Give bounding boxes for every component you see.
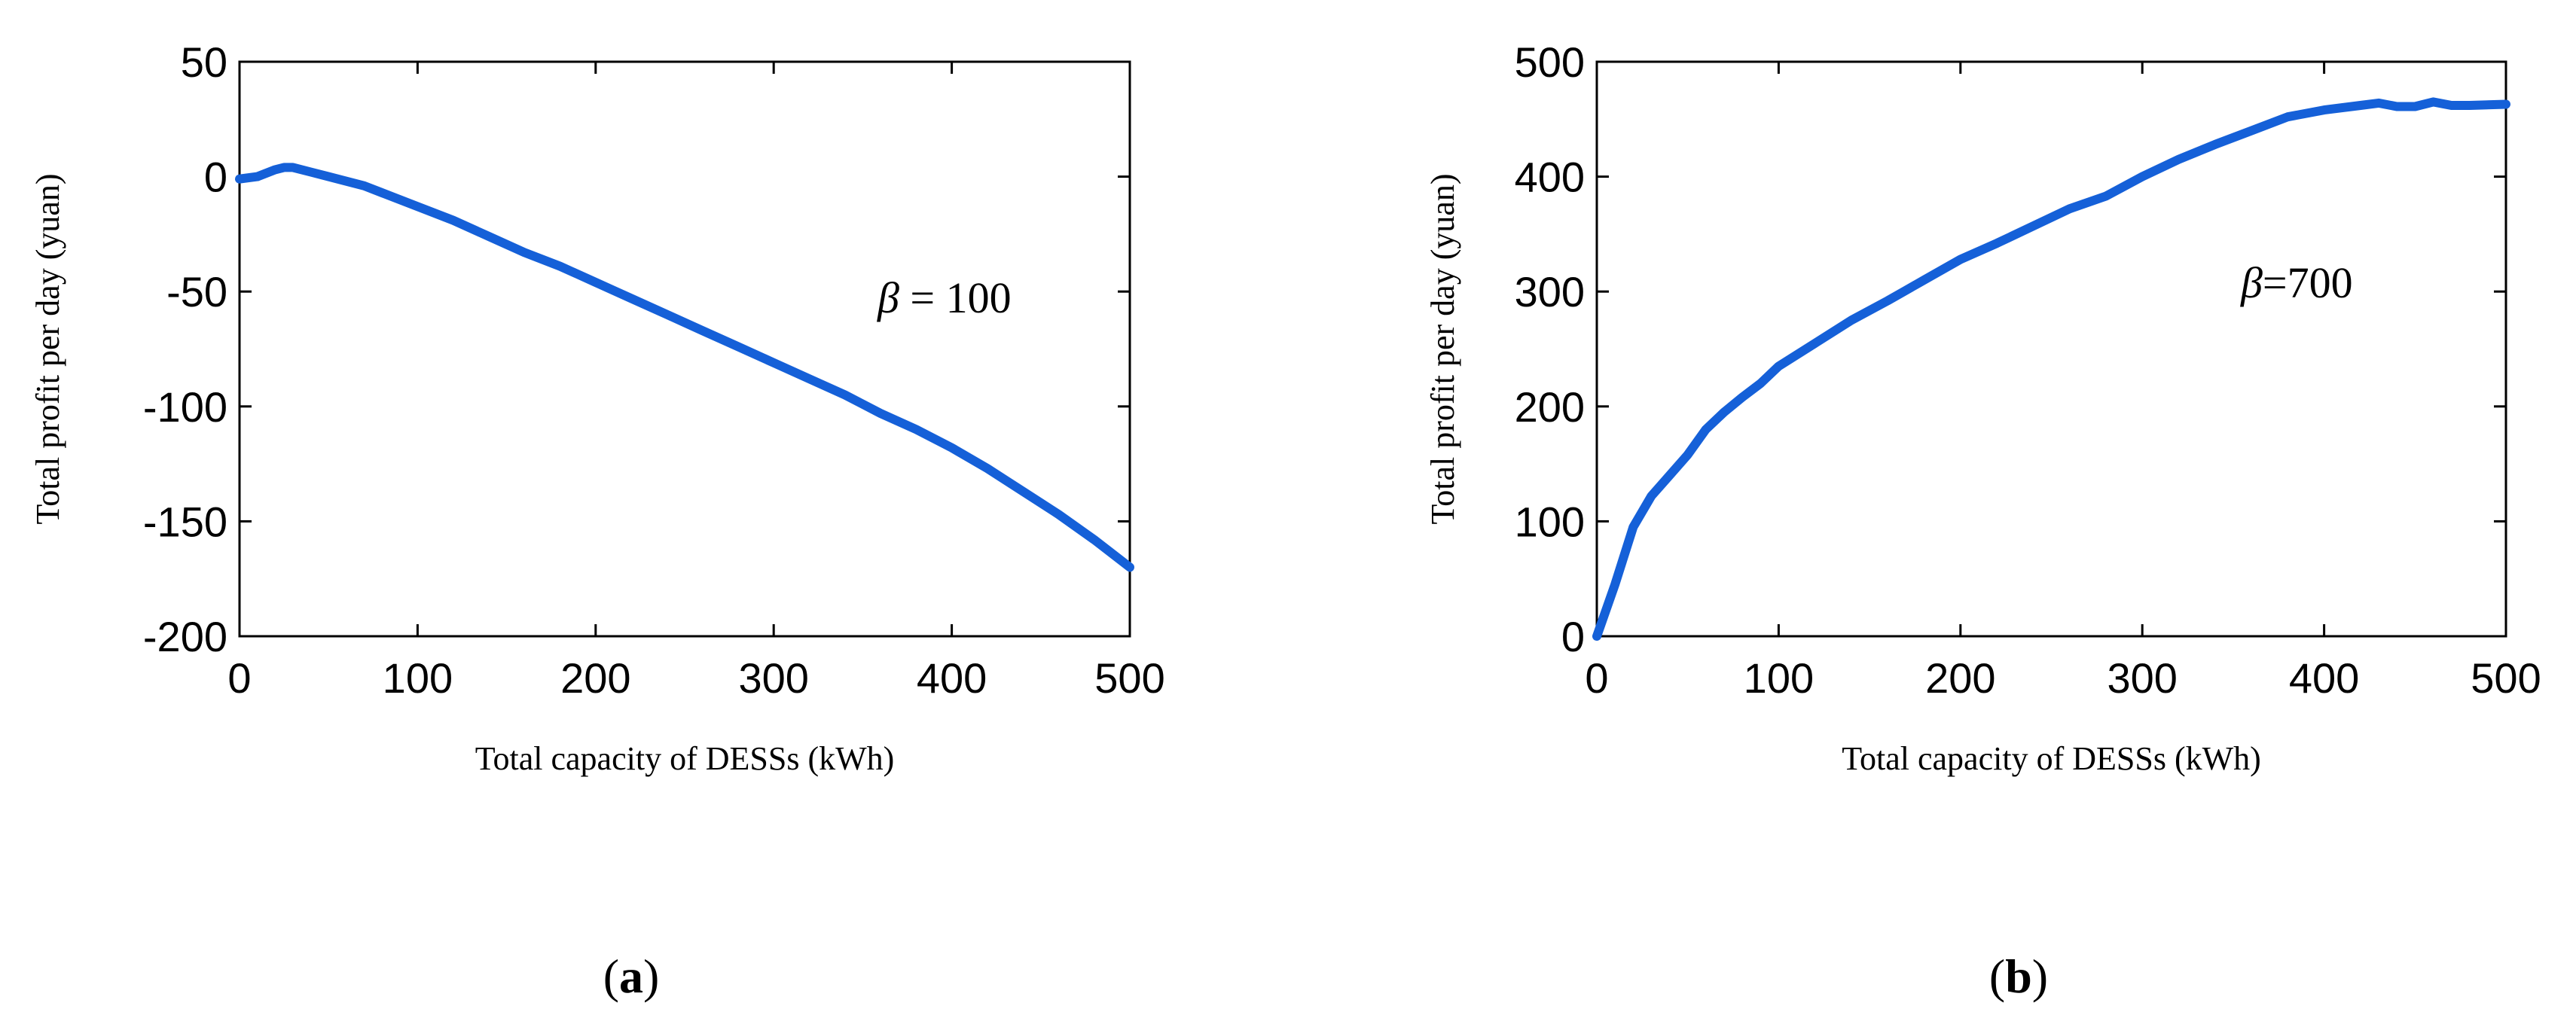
y-tick-label: 0 [1561,613,1585,660]
x-axis-label: Total capacity of DESSs (kWh) [475,740,895,777]
x-tick-label: 400 [917,654,987,702]
beta-symbol: β [877,273,899,322]
y-tick-label: 100 [1515,498,1585,545]
x-tick-label: 100 [383,654,453,702]
x-tick-label: 300 [738,654,808,702]
plot-frame [238,60,1131,638]
plot-frame [1595,60,2507,638]
y-axis-label: Total profit per day (yuan) [1424,173,1461,524]
caption-close-paren: ) [643,949,659,1003]
x-tick-label: 400 [2289,654,2359,702]
y-tick-label: 400 [1515,154,1585,201]
caption-close-paren: ) [2032,949,2048,1003]
y-tick-label: 50 [181,38,227,86]
x-tick-label: 500 [1094,654,1164,702]
x-tick-label: 0 [1585,654,1608,702]
y-tick-label: -100 [143,383,227,431]
series-line-profit [235,163,1134,572]
y-tick-label: -200 [143,613,227,660]
caption-letter: a [619,949,643,1003]
series-line-profit [1592,97,2510,641]
y-tick-label: 0 [204,154,227,201]
panel-caption: (b) [1989,949,2048,1003]
beta-symbol: β [2240,258,2263,307]
y-tick-label: -150 [143,498,227,545]
y-tick-label: 200 [1515,383,1585,431]
chart-panel-b: 0 100 200 300 400 500 0 100 200 300 400 500 Total ca… [1424,38,2541,1003]
beta-value: =700 [2263,258,2353,307]
caption-open-paren: ( [603,949,619,1003]
x-tick-label: 200 [560,654,630,702]
panel-caption: (a) [603,949,660,1003]
x-tick-label: 500 [2471,654,2541,702]
y-axis-label: Total profit per day (yuan) [29,173,66,524]
y-tick-label: 300 [1515,268,1585,315]
y-tick-label: 500 [1515,38,1585,86]
beta-annotation: β = 100 [877,273,1012,322]
x-tick-label: 200 [1925,654,1995,702]
y-tick-label: -50 [166,268,227,315]
caption-letter: b [2005,949,2032,1003]
beta-value: = 100 [899,273,1012,322]
x-tick-label: 0 [227,654,251,702]
x-tick-label: 300 [2107,654,2177,702]
beta-annotation: β=700 [2240,258,2353,307]
chart-panel-a: 0 100 200 300 400 500 -200 -150 -100 -50 0 50 Total … [29,38,1165,1003]
x-tick-label: 100 [1744,654,1814,702]
x-axis-label: Total capacity of DESSs (kWh) [1842,740,2261,777]
caption-open-paren: ( [1989,949,2005,1003]
